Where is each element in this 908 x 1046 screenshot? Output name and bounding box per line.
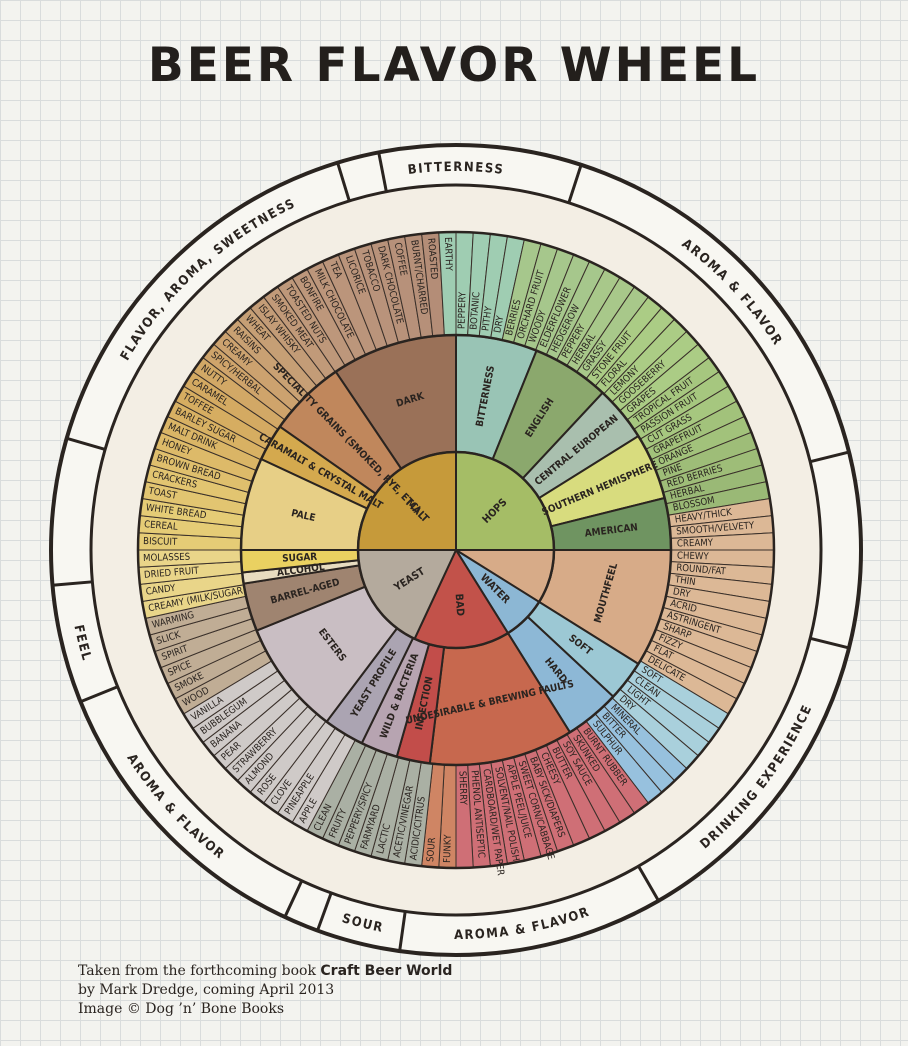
flavor-label-dried-fruit: DRIED FRUIT bbox=[144, 565, 201, 580]
flavor-label-botanic: BOTANIC bbox=[468, 291, 482, 330]
credit-prefix: Taken from the forthcoming book bbox=[78, 963, 321, 979]
flavor-label-dry: DRY bbox=[492, 314, 506, 334]
flavor-label-earthy: EARTHY bbox=[442, 237, 454, 272]
credit-copyright: Image © Dog ’n’ Bone Books bbox=[78, 1001, 285, 1017]
rim-divider bbox=[377, 152, 388, 192]
flavor-label-candy: CANDY bbox=[145, 583, 177, 598]
flavor-label-chewy: CHEWY bbox=[677, 550, 710, 562]
flavor-label-cereal: CEREAL bbox=[144, 519, 179, 533]
flavor-label-funky: FUNKY bbox=[442, 834, 454, 863]
flavor-label-sour: SOUR bbox=[425, 837, 438, 862]
rim-divider bbox=[66, 436, 106, 451]
rim-divider bbox=[316, 892, 333, 932]
rim-divider bbox=[283, 880, 304, 918]
page-title: BEER FLAVOR WHEEL bbox=[147, 38, 761, 93]
flavor-label-round-fat: ROUND/FAT bbox=[676, 562, 727, 577]
credit-author: by Mark Dredge, coming April 2013 bbox=[78, 982, 335, 998]
rim-divider bbox=[809, 450, 850, 464]
rim-label-bitterness: BITTERNESS bbox=[407, 160, 505, 178]
rim-divider bbox=[79, 685, 119, 704]
category-label-sugar: SUGAR bbox=[282, 552, 318, 565]
flavor-label-creamy: CREAMY bbox=[677, 538, 714, 550]
rim-divider bbox=[809, 636, 850, 650]
rim-divider bbox=[567, 164, 583, 204]
rim-divider bbox=[52, 580, 93, 587]
category-label-pale: PALE bbox=[290, 508, 316, 524]
flavor-label-biscuit: BISCUIT bbox=[143, 536, 178, 548]
book-title: Craft Beer World bbox=[320, 963, 453, 979]
flavor-label-pithy: PITHY bbox=[480, 305, 494, 332]
middle-outline bbox=[239, 333, 673, 767]
credits: Taken from the forthcoming book Craft Be… bbox=[78, 962, 452, 1019]
flavor-label-molasses: MOLASSES bbox=[143, 552, 190, 564]
rim-divider bbox=[336, 162, 351, 202]
outer-outline bbox=[136, 230, 776, 870]
rim-divider bbox=[398, 911, 407, 952]
core-label-bad: BAD bbox=[453, 593, 466, 616]
rim-divider bbox=[637, 865, 660, 902]
flavor-label-sherry: SHERRY bbox=[456, 771, 468, 806]
core-outline bbox=[356, 450, 556, 650]
flavor-label-thin: THIN bbox=[673, 574, 696, 588]
flavor-label-dry: DRY bbox=[672, 586, 692, 600]
flavor-label-roasted: ROASTED bbox=[425, 238, 439, 280]
flavor-label-peppery: PEPPERY bbox=[456, 291, 468, 329]
